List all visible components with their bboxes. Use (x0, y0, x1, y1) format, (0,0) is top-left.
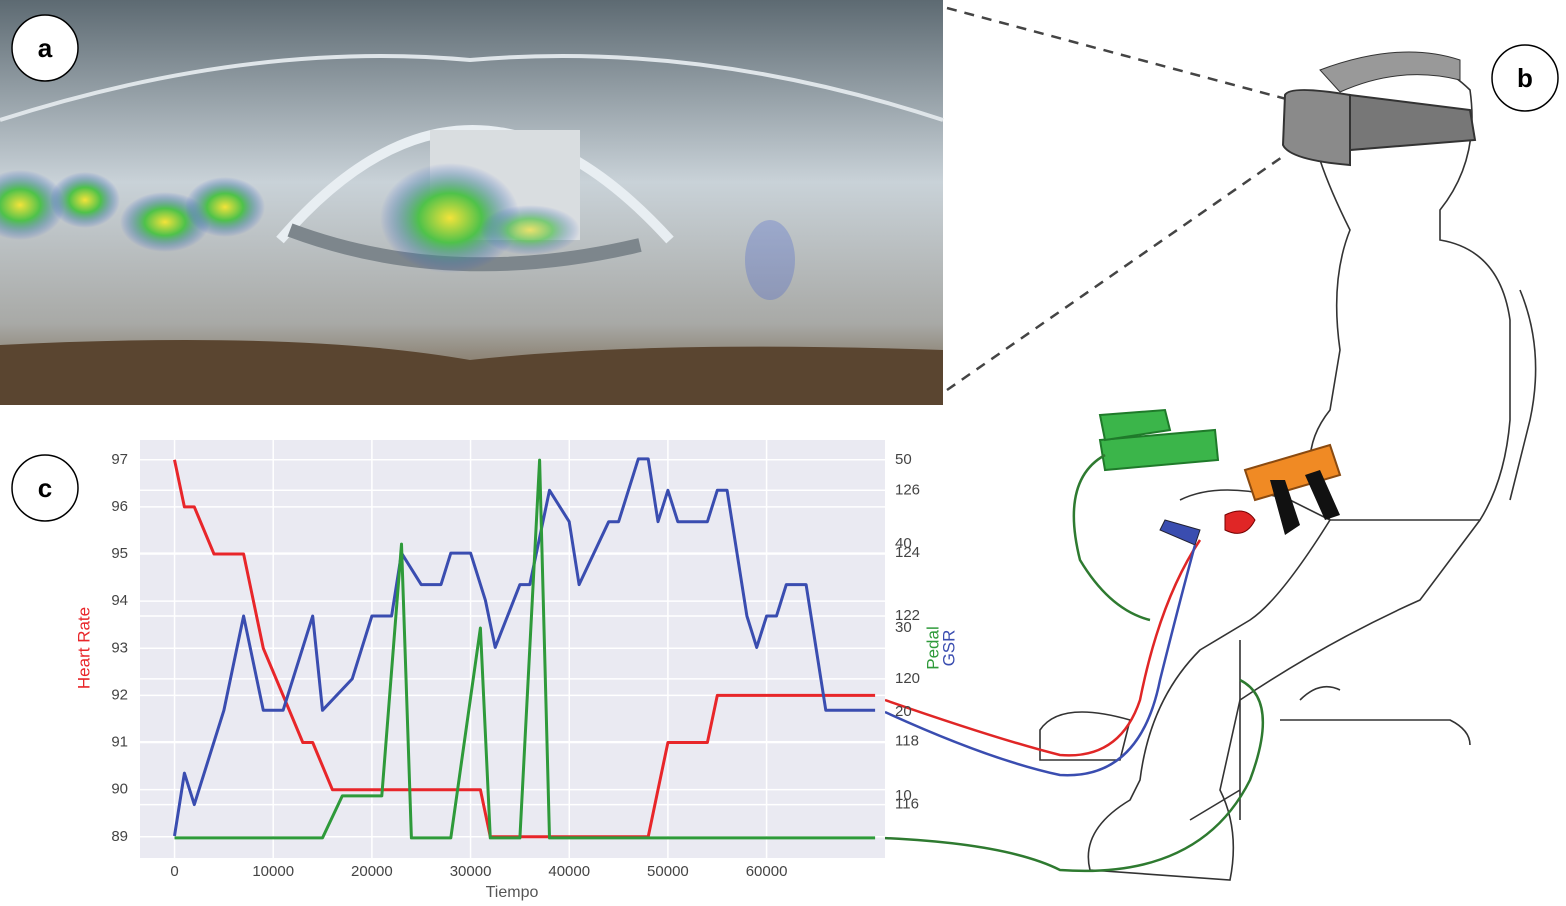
x-tick-label: 60000 (746, 863, 788, 880)
series-line (173, 457, 876, 837)
y3-tick-label: 10 (895, 787, 912, 804)
panel-label-text: c (38, 473, 52, 503)
y-tick-label: 97 (111, 451, 128, 468)
y2-tick-label: 124 (895, 544, 920, 561)
panel-label: b (1491, 44, 1559, 112)
x-tick-label: 40000 (548, 863, 590, 880)
cables (849, 453, 1265, 873)
y-tick-label: 92 (111, 686, 128, 703)
y3-tick-label: 20 (895, 703, 912, 720)
person-drawing (1039, 57, 1537, 881)
x-tick-label: 30000 (450, 863, 492, 880)
vr-headset (1281, 51, 1477, 167)
series-line (173, 459, 876, 839)
y-tick-label: 96 (111, 498, 128, 515)
y2-tick-label: 126 (895, 481, 920, 498)
y-tick-label: 95 (111, 545, 128, 562)
y2-tick-label: 122 (895, 607, 920, 624)
x-axis-title: Tiempo (486, 884, 539, 901)
y-tick-label: 93 (111, 639, 128, 656)
y2-tick-label: 120 (895, 670, 920, 687)
panorama (0, 0, 944, 405)
y-axis-title: Heart Rate (74, 607, 93, 689)
view-line (946, 6, 1291, 102)
panel-label: c (11, 454, 79, 522)
y3-tick-label: 30 (895, 619, 912, 636)
x-tick-label: 0 (170, 863, 178, 880)
series-line (174, 458, 876, 840)
x-tick-label: 10000 (252, 863, 294, 880)
y3-tick-label: 50 (895, 451, 912, 468)
y-tick-label: 90 (111, 781, 128, 798)
view-line (946, 153, 1286, 392)
y-tick-label: 91 (111, 734, 128, 751)
panel-label-text: b (1517, 63, 1533, 93)
y-tick-label: 94 (111, 592, 128, 609)
y2-tick-label: 118 (895, 733, 919, 750)
y3-axis-title: Pedal (923, 626, 942, 669)
y2-tick-label: 116 (895, 796, 919, 813)
panel-label-text: a (38, 33, 53, 63)
y3-tick-label: 40 (895, 535, 912, 552)
y2-axis-title: GSR (939, 630, 958, 667)
devices (1098, 408, 1342, 546)
x-tick-label: 20000 (351, 863, 393, 880)
x-tick-label: 50000 (647, 863, 689, 880)
y-tick-label: 89 (111, 828, 128, 845)
panel-label: a (11, 14, 79, 82)
